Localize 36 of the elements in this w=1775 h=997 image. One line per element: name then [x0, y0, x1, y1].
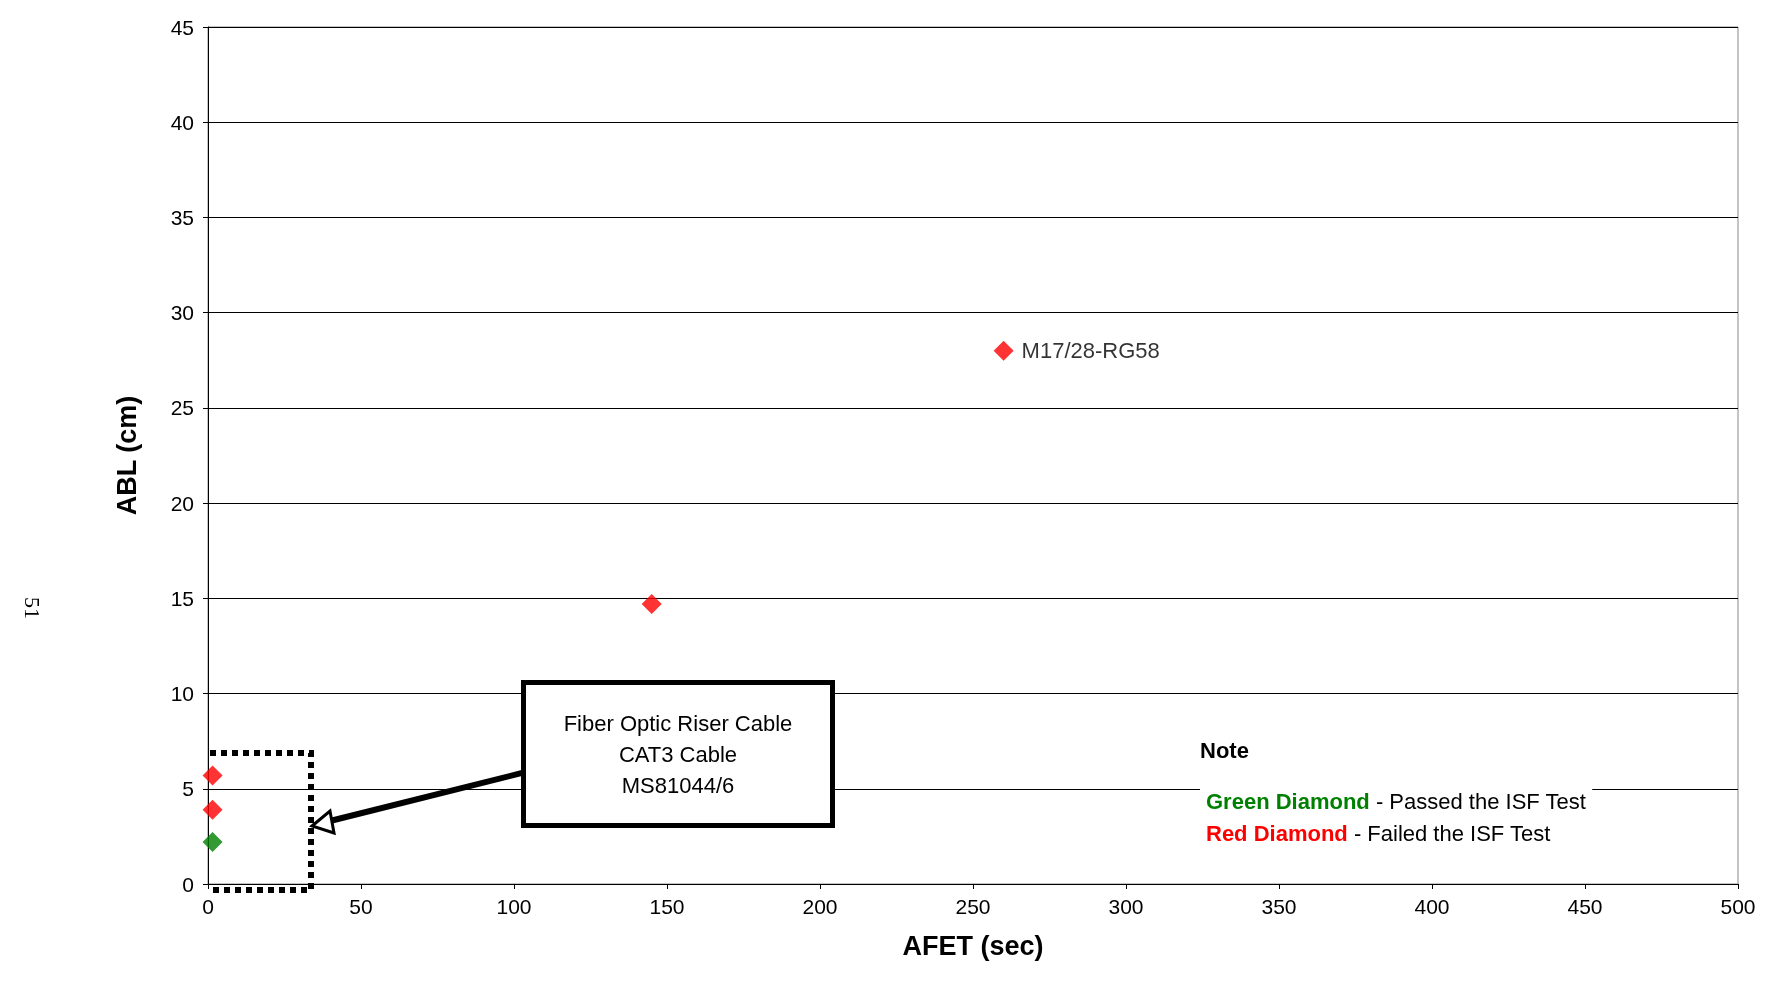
point: [641, 594, 662, 615]
y-axis-title: ABL (cm): [111, 395, 142, 516]
x-tick-label: 150: [649, 895, 685, 918]
x-tick-label: 300: [1108, 895, 1144, 918]
x-tick-label: 450: [1567, 895, 1603, 918]
annotation: - Failed the ISF Test: [1347, 820, 1551, 846]
annotation: - Passed the ISF Test: [1369, 788, 1586, 814]
y-tick-label: 20: [170, 491, 194, 515]
x-tick-label: 0: [202, 895, 214, 918]
y-tick-label: 5: [182, 777, 194, 801]
x-tick-label: 50: [349, 895, 373, 918]
point: [202, 832, 223, 853]
annotation: Red Diamond: [1206, 820, 1348, 846]
x-tick-label: 500: [1720, 895, 1756, 918]
y-tick-label: 30: [170, 301, 194, 325]
point: [202, 765, 223, 786]
y-tick-label: 0: [182, 872, 194, 896]
annotation: M17/28-RG58: [1021, 338, 1160, 364]
y-tick-label: 35: [170, 205, 194, 229]
x-tick-label: 400: [1414, 895, 1450, 918]
x-tick-label: 350: [1261, 895, 1297, 918]
annotation: Green Diamond: [1206, 788, 1370, 814]
x-tick-label: 200: [802, 895, 838, 918]
point: [993, 340, 1014, 361]
callout-box: Fiber Optic Riser Cable CAT3 Cable MS81044/6: [521, 680, 835, 828]
annotation: Note: [1200, 737, 1249, 763]
y-tick-label: 15: [170, 586, 194, 610]
y-tick-label: 45: [170, 15, 194, 39]
x-tick-label: 100: [496, 895, 532, 918]
y-tick-label: 40: [170, 110, 194, 134]
y-tick-label: 25: [170, 396, 194, 420]
point: [202, 799, 223, 820]
x-tick-label: 250: [955, 895, 991, 918]
text: 51: [19, 597, 45, 619]
y-tick-label: 10: [170, 682, 194, 706]
x-axis-title: AFET (sec): [902, 930, 1044, 961]
